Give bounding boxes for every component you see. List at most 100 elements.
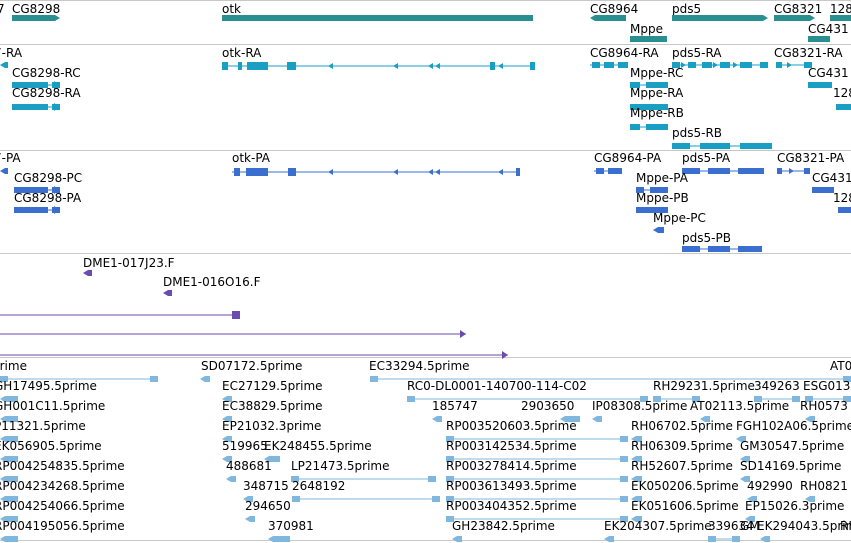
feature-glyph[interactable] <box>83 269 92 277</box>
feature-label[interactable]: CG8964-PA <box>594 151 662 165</box>
feature-glyph[interactable] <box>200 375 210 383</box>
feature-glyph[interactable] <box>432 415 442 423</box>
feature-glyph[interactable] <box>0 167 8 175</box>
feature-glyph[interactable] <box>808 81 832 89</box>
feature-label[interactable]: P11321.5prime <box>0 419 86 433</box>
feature-glyph[interactable] <box>700 415 710 423</box>
feature-glyph[interactable] <box>630 123 668 131</box>
feature-label[interactable]: EK051606.5prime <box>631 499 739 513</box>
feature-glyph[interactable] <box>590 61 628 69</box>
feature-label[interactable]: EK248455.5prime <box>264 439 372 453</box>
feature-label[interactable]: CG431 <box>808 22 849 36</box>
feature-glyph[interactable] <box>805 495 815 503</box>
feature-label[interactable]: FGH102A06.5prime <box>736 419 851 433</box>
feature-label[interactable]: pds5-RB <box>672 126 723 140</box>
feature-label[interactable]: CG8298-PC <box>14 171 83 185</box>
feature-label[interactable]: GH17495.5prime <box>0 379 97 393</box>
feature-label[interactable]: 7 <box>0 2 5 16</box>
feature-glyph[interactable] <box>12 81 60 89</box>
feature-glyph[interactable] <box>163 289 172 297</box>
feature-label[interactable]: CG8298-PA <box>14 191 82 205</box>
feature-glyph[interactable] <box>12 14 60 22</box>
feature-label[interactable]: 492990 <box>747 479 793 493</box>
feature-glyph[interactable] <box>407 395 648 403</box>
feature-label[interactable]: Mppe-PA <box>636 171 688 185</box>
feature-glyph[interactable] <box>0 535 18 543</box>
feature-glyph[interactable] <box>830 14 851 22</box>
feature-glyph[interactable] <box>446 475 628 483</box>
feature-label[interactable]: 128 <box>833 191 851 205</box>
feature-glyph[interactable] <box>653 395 700 403</box>
feature-glyph[interactable] <box>452 535 462 543</box>
feature-glyph[interactable] <box>630 35 667 43</box>
feature-glyph[interactable] <box>630 103 668 111</box>
feature-label[interactable]: CG8321-PA <box>777 151 845 165</box>
feature-label[interactable]: RP004254066.5prime <box>0 499 125 513</box>
feature-glyph[interactable] <box>672 142 772 150</box>
feature-glyph[interactable] <box>12 103 60 111</box>
feature-label[interactable]: EK050206.5prime <box>631 479 739 493</box>
feature-label[interactable]: EP21032.3prime <box>222 419 322 433</box>
feature-glyph[interactable] <box>760 535 770 543</box>
feature-label[interactable]: CG8321-RA <box>774 46 843 60</box>
feature-glyph[interactable] <box>222 395 232 403</box>
feature-glyph[interactable] <box>446 495 628 503</box>
feature-glyph[interactable] <box>774 14 815 22</box>
feature-glyph[interactable] <box>631 435 642 443</box>
feature-label[interactable]: DME1-016O16.F <box>163 275 261 289</box>
feature-label[interactable]: EC27129.5prime <box>222 379 323 393</box>
feature-label[interactable]: EK204307.5prime <box>604 519 712 533</box>
feature-label[interactable]: otk-PA <box>232 151 271 165</box>
feature-label[interactable]: RH52607.5prime <box>631 459 733 473</box>
feature-label[interactable]: prime <box>0 359 27 373</box>
feature-glyph[interactable] <box>446 515 628 523</box>
feature-label[interactable]: ESG013 <box>803 379 851 393</box>
feature-label[interactable]: CG8964 <box>590 2 639 16</box>
feature-label[interactable]: EK056905.5prime <box>0 439 102 453</box>
feature-label[interactable]: RP003142534.5prime <box>446 439 577 453</box>
feature-label[interactable]: CG8298-RC <box>12 66 81 80</box>
feature-label[interactable]: RP004254835.5prime <box>0 459 125 473</box>
feature-glyph[interactable] <box>446 435 628 443</box>
feature-glyph[interactable] <box>653 226 664 234</box>
feature-label[interactable]: RH <box>840 519 851 533</box>
feature-glyph[interactable] <box>291 475 436 483</box>
feature-label[interactable]: 488681 <box>226 459 272 473</box>
feature-glyph[interactable] <box>682 245 762 253</box>
feature-glyph[interactable] <box>264 455 280 463</box>
feature-label[interactable]: 294650 <box>245 499 291 513</box>
feature-glyph[interactable] <box>604 535 614 543</box>
feature-glyph[interactable] <box>0 495 18 503</box>
feature-label[interactable]: RH0821 <box>800 479 848 493</box>
feature-label[interactable]: Mppe-RA <box>630 86 684 100</box>
feature-glyph[interactable] <box>0 350 508 360</box>
feature-glyph[interactable] <box>222 415 232 423</box>
feature-glyph[interactable] <box>812 186 834 194</box>
feature-label[interactable]: CG431 <box>808 66 849 80</box>
feature-label[interactable]: EC33294.5prime <box>369 359 470 373</box>
feature-glyph[interactable] <box>0 61 8 69</box>
feature-label[interactable]: RP004195056.5prime <box>0 519 125 533</box>
feature-glyph[interactable] <box>245 515 255 523</box>
feature-label[interactable]: RP003520603.5prime <box>446 419 577 433</box>
feature-glyph[interactable] <box>0 395 18 403</box>
feature-glyph[interactable] <box>594 167 622 175</box>
feature-glyph[interactable] <box>631 515 642 523</box>
feature-label[interactable]: 349263 <box>754 379 800 393</box>
feature-glyph[interactable] <box>243 495 253 503</box>
feature-label[interactable]: pds5 <box>672 2 702 16</box>
feature-label[interactable]: Mppe-PB <box>636 191 689 205</box>
feature-label[interactable]: 339634 <box>708 519 754 533</box>
feature-glyph[interactable] <box>222 14 533 22</box>
feature-label[interactable]: Mppe-PC <box>653 211 706 225</box>
feature-label[interactable]: CG8964-RA <box>590 46 659 60</box>
feature-glyph[interactable] <box>14 206 60 214</box>
feature-glyph[interactable] <box>682 167 764 175</box>
feature-glyph[interactable] <box>14 186 60 194</box>
feature-glyph[interactable] <box>636 206 668 214</box>
feature-glyph[interactable] <box>630 81 668 89</box>
feature-glyph[interactable] <box>232 167 520 177</box>
feature-label[interactable]: LP21473.5prime <box>291 459 390 473</box>
feature-glyph[interactable] <box>0 329 466 339</box>
feature-label[interactable]: 128 <box>830 2 851 16</box>
